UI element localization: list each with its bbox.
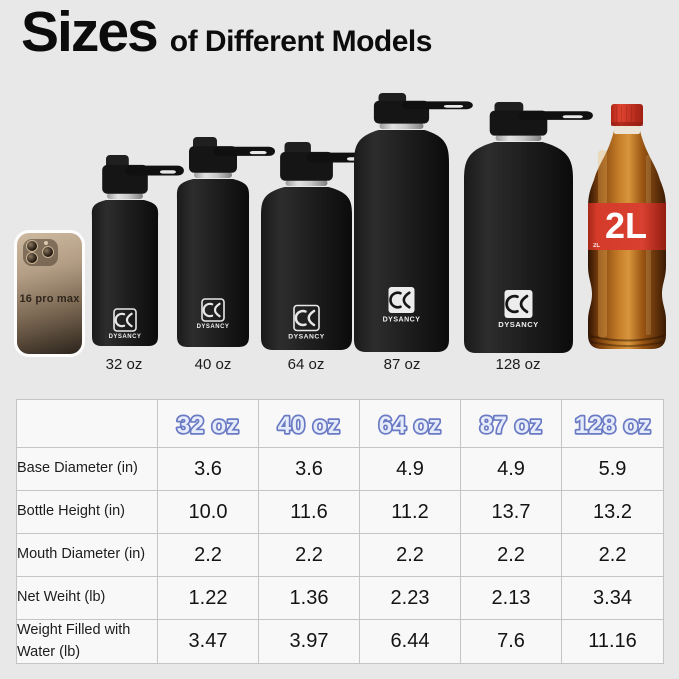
column-header-label: 32 oz (177, 412, 240, 439)
table-cell: 2.2 (157, 533, 259, 577)
brand-logo-text: DYSANCY (288, 334, 325, 341)
brand-logo-text: DYSANCY (109, 334, 142, 340)
column-header-32oz: 32 oz (157, 399, 259, 448)
bottle-caption-64oz: 64 oz (287, 356, 325, 373)
camera-lens-icon (26, 240, 38, 252)
table-cell: 3.97 (258, 619, 360, 664)
camera-flash-icon (44, 241, 48, 245)
table-row-mouth-diameter: Mouth Diameter (in) 2.2 2.2 2.2 2.2 2.2 (16, 533, 664, 577)
bottle-caption-32oz: 32 oz (105, 356, 143, 373)
row-label: Base Diameter (in) (16, 447, 158, 491)
iphone-camera-icon (23, 239, 58, 266)
table-cell: 4.9 (359, 447, 461, 491)
table-cell: 13.2 (561, 490, 664, 534)
table-cell: 1.22 (157, 576, 259, 620)
table-row-filled-weight: Weight Filled with Water (lb) 3.47 3.97 … (16, 619, 664, 664)
size-comparison-table: 32 oz 40 oz 64 oz 87 oz 128 oz Base Diam… (16, 399, 664, 664)
table-row-bottle-height: Bottle Height (in) 10.0 11.6 11.2 13.7 1… (16, 490, 664, 534)
table-cell: 1.36 (258, 576, 360, 620)
table-cell: 2.2 (359, 533, 461, 577)
table-cell: 5.9 (561, 447, 664, 491)
column-header-87oz: 87 oz (460, 399, 562, 448)
row-label: Net Weiht (lb) (16, 576, 158, 620)
brand-logo-text: DYSANCY (197, 324, 230, 330)
cola-bottle-2l: 2L 2L (588, 104, 666, 349)
cola-volume-label: 2L (605, 205, 647, 246)
cola-volume-small-label: 2L (593, 243, 600, 249)
column-header-label: 87 oz (480, 412, 543, 439)
table-header-row: 32 oz 40 oz 64 oz 87 oz 128 oz (16, 399, 664, 448)
table-cell: 3.6 (258, 447, 360, 491)
row-label: Mouth Diameter (in) (16, 533, 158, 577)
table-cell: 3.34 (561, 576, 664, 620)
brand-logo-text: DYSANCY (383, 316, 421, 323)
title-sub: of Different Models (169, 25, 433, 58)
column-header-64oz: 64 oz (359, 399, 461, 448)
table-cell: 10.0 (157, 490, 259, 534)
bottle-32oz: DYSANCY (91, 155, 184, 346)
table-cell: 2.13 (460, 576, 562, 620)
column-header-label: 40 oz (278, 412, 341, 439)
row-label: Weight Filled with Water (lb) (16, 619, 158, 664)
table-cell: 13.7 (460, 490, 562, 534)
brand-logo-text: DYSANCY (498, 320, 538, 329)
table-cell: 2.23 (359, 576, 461, 620)
bottle-87oz: DYSANCY (354, 93, 473, 352)
column-header-label: 64 oz (379, 412, 442, 439)
iphone-scale-reference: 16 pro max (14, 230, 85, 357)
column-header-40oz: 40 oz (258, 399, 360, 448)
table-cell: 4.9 (460, 447, 562, 491)
table-cell: 2.2 (561, 533, 664, 577)
table-cell: 11.16 (561, 619, 664, 664)
table-cell: 3.47 (157, 619, 259, 664)
table-cell: 11.6 (258, 490, 360, 534)
table-row-base-diameter: Base Diameter (in) 3.6 3.6 4.9 4.9 5.9 (16, 447, 664, 491)
table-row-net-weight: Net Weiht (lb) 1.22 1.36 2.23 2.13 3.34 (16, 576, 664, 620)
camera-lens-icon (26, 252, 38, 264)
bottle-40oz: DYSANCY (176, 137, 275, 347)
row-label: Bottle Height (in) (16, 490, 158, 534)
bottle-128oz: DYSANCY (464, 102, 593, 353)
phone-model-label: 16 pro max (19, 293, 80, 305)
table-cell: 2.2 (258, 533, 360, 577)
table-corner-cell (16, 399, 158, 448)
bottle-caption-87oz: 87 oz (383, 356, 421, 373)
iphone-body: 16 pro max (17, 233, 82, 354)
table-cell: 7.6 (460, 619, 562, 664)
table-cell: 11.2 (359, 490, 461, 534)
column-header-128oz: 128 oz (561, 399, 664, 448)
column-header-label: 128 oz (574, 412, 650, 439)
bottle-caption-128oz: 128 oz (495, 356, 541, 373)
bottle-caption-40oz: 40 oz (194, 356, 232, 373)
table-cell: 6.44 (359, 619, 461, 664)
table-cell: 2.2 (460, 533, 562, 577)
camera-lens-icon (42, 246, 54, 258)
table-cell: 3.6 (157, 447, 259, 491)
page-title: Sizes of Different Models (21, 4, 432, 61)
title-main: Sizes (21, 0, 159, 64)
